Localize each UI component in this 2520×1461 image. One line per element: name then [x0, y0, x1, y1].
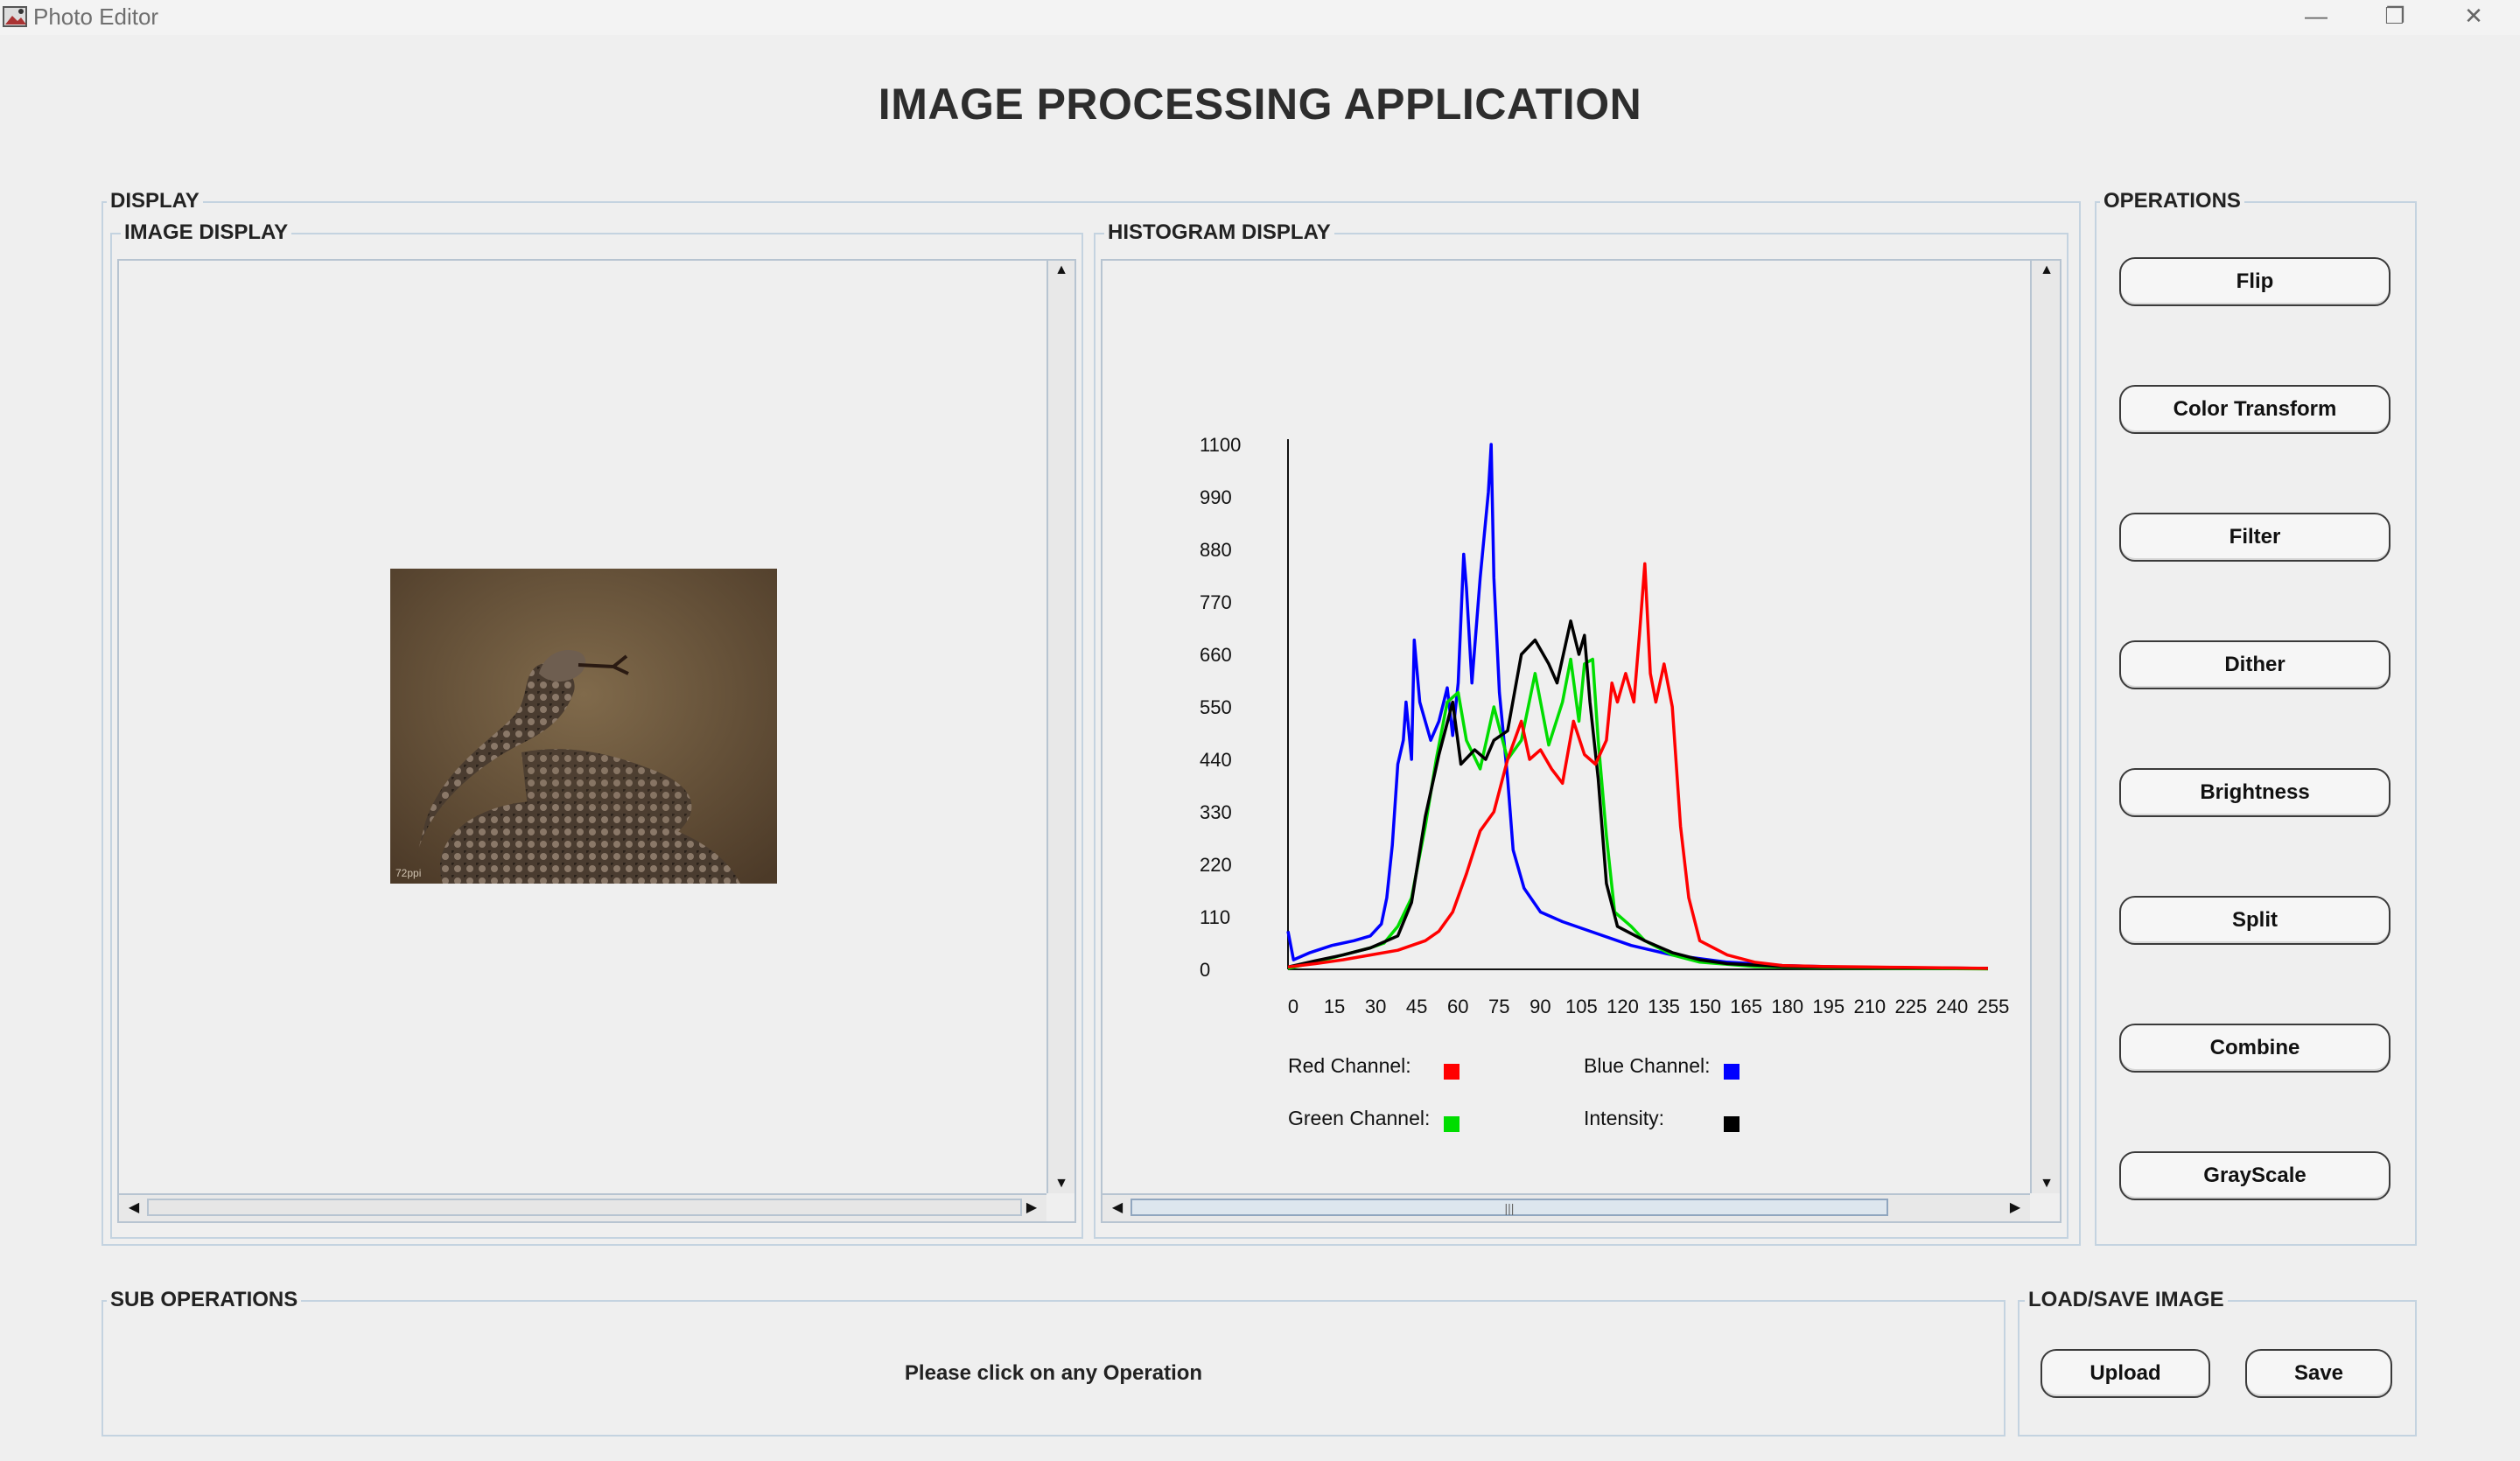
x-tick-label: 45 — [1406, 996, 1427, 1017]
histogram-display-label: HISTOGRAM DISPLAY — [1104, 220, 1334, 245]
histogram-series-line — [1286, 443, 1989, 970]
scroll-thumb[interactable] — [147, 1199, 1022, 1216]
x-tick-label: 240 — [1936, 996, 1969, 1017]
y-tick-label: 0 — [1200, 959, 1210, 981]
y-tick-label: 220 — [1200, 854, 1232, 876]
window-title-bar — [0, 0, 2520, 35]
histogram-axes: 0 110 220 330 440 550 660 770 880 990 1100 0 15 30 45 6… — [1200, 434, 2009, 1017]
restore-icon[interactable]: ❐ — [2384, 3, 2405, 29]
loaded-image: 72ppi — [390, 569, 777, 884]
dither-button[interactable]: Dither — [2119, 640, 2390, 689]
y-tick-label: 1100 — [1200, 434, 1241, 456]
scroll-right-arrow-icon[interactable]: ▶ — [1026, 1200, 1038, 1215]
y-tick-label: 550 — [1200, 696, 1232, 718]
image-vertical-scrollbar[interactable]: ▲ ▼ — [1046, 261, 1074, 1193]
legend-label: Green Channel: — [1288, 1107, 1430, 1129]
minimize-icon[interactable]: — — [2305, 3, 2328, 29]
histogram-display-group — [1094, 233, 2068, 1239]
y-tick-label: 440 — [1200, 749, 1232, 771]
x-tick-label: 150 — [1689, 996, 1721, 1017]
scroll-right-arrow-icon[interactable]: ▶ — [2009, 1200, 2021, 1215]
page-title: IMAGE PROCESSING APPLICATION — [878, 80, 1642, 129]
x-tick-label: 15 — [1324, 996, 1345, 1017]
save-button[interactable]: Save — [2245, 1349, 2392, 1398]
legend-swatch — [1444, 1064, 1460, 1080]
x-tick-label: 75 — [1488, 996, 1509, 1017]
scroll-down-arrow-icon[interactable]: ▼ — [1054, 1176, 1068, 1191]
image-display-label: IMAGE DISPLAY — [121, 220, 292, 245]
histogram-chart: 0 110 220 330 440 550 660 770 880 990 1100 0 15 30 45 6… — [1200, 434, 2009, 1132]
sub-operations-group — [102, 1300, 2006, 1437]
legend-label: Blue Channel: — [1584, 1054, 1711, 1077]
upload-button[interactable]: Upload — [2040, 1349, 2210, 1398]
load-save-label: LOAD/SAVE IMAGE — [2025, 1288, 2228, 1312]
image-watermark: 72ppi — [396, 867, 421, 879]
app-icon — [3, 6, 27, 27]
histogram-series-line — [1287, 562, 1989, 970]
legend-swatch — [1444, 1116, 1460, 1132]
x-tick-label: 165 — [1730, 996, 1762, 1017]
x-tick-label: 105 — [1565, 996, 1598, 1017]
x-tick-label: 180 — [1771, 996, 1803, 1017]
split-button[interactable]: Split — [2119, 896, 2390, 945]
x-tick-label: 30 — [1365, 996, 1386, 1017]
scroll-up-arrow-icon[interactable]: ▲ — [1054, 262, 1068, 277]
display-group — [102, 201, 2081, 1246]
histogram-vertical-scrollbar[interactable]: ▲ ▼ — [2030, 261, 2060, 1193]
scroll-thumb[interactable]: ||| — [1130, 1199, 1888, 1216]
scroll-left-arrow-icon[interactable]: ◀ — [1111, 1200, 1124, 1215]
operations-group — [2095, 201, 2417, 1246]
display-group-label: DISPLAY — [107, 189, 203, 213]
y-tick-label: 660 — [1200, 644, 1232, 666]
legend-swatch — [1724, 1116, 1740, 1132]
x-tick-label: 90 — [1530, 996, 1550, 1017]
image-horizontal-scrollbar[interactable]: ◀ ▶ — [119, 1193, 1046, 1221]
histogram-series — [1286, 443, 1989, 971]
y-tick-label: 880 — [1200, 539, 1232, 561]
image-display-group — [110, 233, 1083, 1239]
scroll-left-arrow-icon[interactable]: ◀ — [128, 1200, 140, 1215]
x-tick-label: 120 — [1606, 996, 1639, 1017]
flip-button[interactable]: Flip — [2119, 257, 2390, 306]
window-title: Photo Editor — [33, 3, 159, 30]
filter-button[interactable]: Filter — [2119, 513, 2390, 562]
histogram-series-line — [1287, 657, 1989, 971]
y-tick-label: 110 — [1200, 906, 1230, 928]
x-tick-label: 210 — [1853, 996, 1886, 1017]
y-tick-label: 990 — [1200, 486, 1232, 508]
x-tick-label: 225 — [1895, 996, 1928, 1017]
close-icon[interactable]: ✕ — [2464, 3, 2483, 29]
x-tick-label: 255 — [1978, 996, 2010, 1017]
x-tick-label: 0 — [1288, 996, 1298, 1017]
status-message: Please click on any Operation — [904, 1361, 1203, 1385]
color-transform-button[interactable]: Color Transform — [2119, 385, 2390, 434]
x-tick-label: 135 — [1648, 996, 1680, 1017]
combine-button[interactable]: Combine — [2119, 1024, 2390, 1073]
histogram-legend: Red Channel: Blue Channel: Green Channel: I… — [1288, 1054, 1740, 1132]
x-tick-label: 60 — [1447, 996, 1468, 1017]
histogram-series-line — [1287, 619, 1989, 970]
legend-swatch — [1724, 1064, 1740, 1080]
legend-label: Red Channel: — [1288, 1054, 1411, 1077]
operations-group-label: OPERATIONS — [2100, 189, 2244, 213]
y-tick-label: 770 — [1200, 591, 1232, 613]
scroll-up-arrow-icon[interactable]: ▲ — [2040, 262, 2054, 277]
histogram-horizontal-scrollbar[interactable]: ◀ ||| ▶ — [1102, 1193, 2030, 1221]
brightness-button[interactable]: Brightness — [2119, 768, 2390, 817]
legend-label: Intensity: — [1584, 1107, 1664, 1129]
scroll-down-arrow-icon[interactable]: ▼ — [2040, 1176, 2054, 1191]
sub-operations-label: SUB OPERATIONS — [107, 1288, 302, 1312]
x-tick-label: 195 — [1812, 996, 1844, 1017]
y-tick-label: 330 — [1200, 801, 1232, 823]
grayscale-button[interactable]: GrayScale — [2119, 1151, 2390, 1200]
